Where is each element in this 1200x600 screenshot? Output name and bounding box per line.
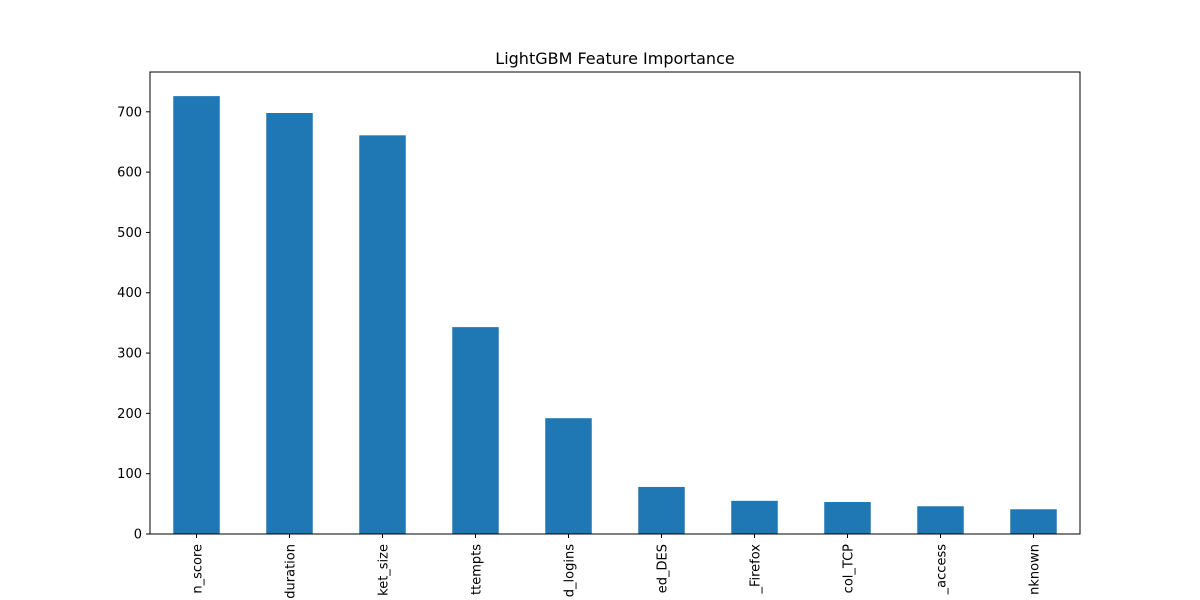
y-tick-label-3: 300 [117, 347, 142, 362]
x-tick-label-8: _access [935, 544, 950, 596]
bar-1 [266, 113, 313, 534]
x-axis: n_score duration ket_size ttempts d_logins ed… [191, 534, 1043, 599]
y-tick-label-6: 600 [117, 166, 142, 181]
x-tick-label-4: d_logins [563, 544, 578, 597]
bar-2 [359, 135, 406, 534]
bar-3 [452, 327, 499, 534]
x-tick-label-2: ket_size [377, 544, 392, 596]
bar-8 [917, 506, 964, 534]
x-tick-label-3: ttempts [470, 544, 485, 595]
y-tick-label-0: 0 [134, 528, 142, 543]
y-tick-label-1: 100 [117, 467, 142, 482]
y-tick-label-7: 700 [117, 105, 142, 120]
bar-0 [173, 96, 220, 534]
bars-group [173, 96, 1057, 534]
x-tick-label-0: n_score [191, 544, 206, 594]
plot-frame [149, 71, 1081, 535]
bar-7 [824, 502, 871, 534]
chart-title: LightGBM Feature Importance [495, 49, 734, 68]
bar-6 [731, 500, 778, 534]
bar-4 [545, 418, 592, 534]
y-tick-label-4: 400 [117, 286, 142, 301]
x-tick-label-7: col_TCP [842, 544, 857, 593]
x-tick-label-6: _Firefox [749, 544, 764, 595]
bar-5 [638, 486, 685, 534]
bar-9 [1010, 509, 1057, 534]
y-tick-label-2: 200 [117, 407, 142, 422]
x-tick-label-5: ed_DES [656, 544, 671, 593]
y-tick-label-5: 500 [117, 226, 142, 241]
x-tick-label-9: nknown [1028, 544, 1043, 595]
y-axis: 0 100 200 300 400 500 600 700 [117, 105, 150, 543]
x-tick-label-1: duration [284, 544, 299, 599]
